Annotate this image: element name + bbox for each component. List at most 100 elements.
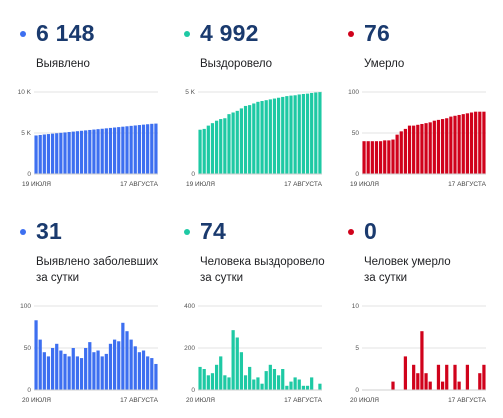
- chart-bar: [71, 348, 75, 390]
- chart-bar: [469, 112, 474, 174]
- chart-bar: [449, 116, 453, 174]
- chart-bar: [59, 350, 63, 390]
- series-dot-icon: [184, 31, 190, 37]
- stat-number: 31: [36, 218, 62, 244]
- y-tick-label: 50: [24, 345, 32, 352]
- stat-number: 6 148: [36, 20, 95, 46]
- chart-bar: [461, 114, 465, 174]
- chart-bar: [465, 364, 470, 390]
- chart-bar: [412, 125, 416, 174]
- y-tick-label: 50: [352, 130, 360, 137]
- chart-bar: [210, 373, 215, 390]
- x-tick-label-start: 19 июля: [22, 181, 51, 188]
- bar-chart-identified-total: 0 5 K 10 K 19 июля 17 августа: [18, 89, 159, 188]
- chart-bar: [154, 363, 158, 390]
- chart-bar: [281, 96, 285, 174]
- stat-number: 4 992: [200, 20, 259, 46]
- chart-bar: [248, 105, 252, 174]
- chart-bar: [310, 377, 314, 390]
- chart-bar: [50, 348, 55, 390]
- chart-bar: [67, 132, 71, 174]
- chart-bar: [108, 343, 113, 390]
- stat-number: 74: [200, 218, 226, 244]
- y-tick-label: 200: [184, 345, 195, 352]
- chart-bar: [428, 122, 432, 174]
- chart-bar: [223, 375, 227, 390]
- chart-bar: [150, 358, 154, 390]
- y-tick-label: 0: [27, 387, 31, 394]
- chart-bar: [202, 369, 206, 390]
- chart-bar: [465, 113, 470, 174]
- chart-bar: [239, 108, 244, 174]
- chart-bar: [121, 126, 125, 174]
- series-dot-icon: [20, 31, 26, 37]
- chart-bar: [84, 130, 88, 174]
- chart-bar: [243, 105, 248, 174]
- chart-bar: [289, 95, 293, 174]
- chart-bar: [440, 381, 445, 390]
- chart-bar: [100, 356, 104, 390]
- chart-bar: [297, 379, 301, 390]
- chart-bar: [391, 381, 395, 390]
- bar-chart-deaths-daily: 0 5 10 20 июля 17 августа: [350, 303, 487, 404]
- series-dot-icon: [348, 229, 354, 235]
- chart-bar: [137, 125, 142, 174]
- chart-bar: [416, 124, 420, 174]
- chart-bar: [100, 128, 104, 174]
- x-tick-label-end: 17 августа: [120, 181, 159, 188]
- chart-bar: [478, 111, 482, 174]
- chart-bar: [403, 356, 408, 390]
- chart-bar: [46, 134, 51, 174]
- chart-bar: [55, 133, 59, 174]
- chart-bar: [231, 112, 235, 174]
- chart-bar: [75, 131, 80, 174]
- x-tick-label-end: 17 августа: [284, 181, 323, 188]
- chart-bar: [252, 379, 256, 390]
- chart-bar: [260, 101, 264, 174]
- chart-bar: [206, 375, 210, 390]
- chart-bar: [383, 140, 387, 174]
- y-tick-label: 5 K: [185, 89, 195, 96]
- chart-bar: [227, 114, 231, 174]
- chart-bar: [301, 93, 306, 174]
- chart-bar: [92, 352, 96, 390]
- chart-bar: [202, 128, 206, 174]
- chart-bar: [129, 339, 133, 390]
- chart-bar: [289, 381, 293, 390]
- chart-bar: [227, 377, 231, 390]
- chart-bar: [285, 385, 289, 390]
- chart-bar: [38, 339, 42, 390]
- chart-bar: [42, 352, 46, 390]
- chart-bar: [252, 103, 256, 174]
- series-dot-icon: [348, 31, 354, 37]
- bar-chart-deaths-total: 0 50 100 19 июля 17 августа: [348, 89, 487, 188]
- chart-bar: [403, 128, 408, 174]
- x-tick-label-end: 17 августа: [448, 181, 487, 188]
- chart-bar: [141, 124, 146, 174]
- chart-bar: [79, 358, 84, 390]
- y-tick-label: 0: [191, 171, 195, 178]
- y-tick-label: 10: [352, 303, 360, 310]
- chart-bar: [46, 356, 51, 390]
- chart-bar: [272, 98, 277, 174]
- chart-bar: [104, 353, 108, 390]
- chart-bar: [223, 118, 227, 174]
- chart-bar: [71, 131, 75, 174]
- chart-bar: [50, 133, 55, 174]
- chart-bar: [293, 377, 297, 390]
- chart-bar: [276, 97, 281, 174]
- chart-bar: [42, 134, 46, 174]
- chart-bar: [121, 322, 125, 390]
- chart-bar: [478, 373, 482, 390]
- chart-bar: [112, 339, 117, 390]
- chart-bar: [214, 364, 219, 390]
- chart-bar: [445, 118, 449, 174]
- chart-bar: [92, 129, 96, 174]
- chart-bar: [285, 96, 289, 174]
- chart-bar: [399, 131, 403, 174]
- chart-bar: [55, 343, 59, 390]
- chart-bar: [391, 139, 395, 174]
- chart-bar: [210, 123, 215, 174]
- x-tick-label-start: 19 июля: [186, 181, 215, 188]
- y-tick-label: 5: [355, 345, 359, 352]
